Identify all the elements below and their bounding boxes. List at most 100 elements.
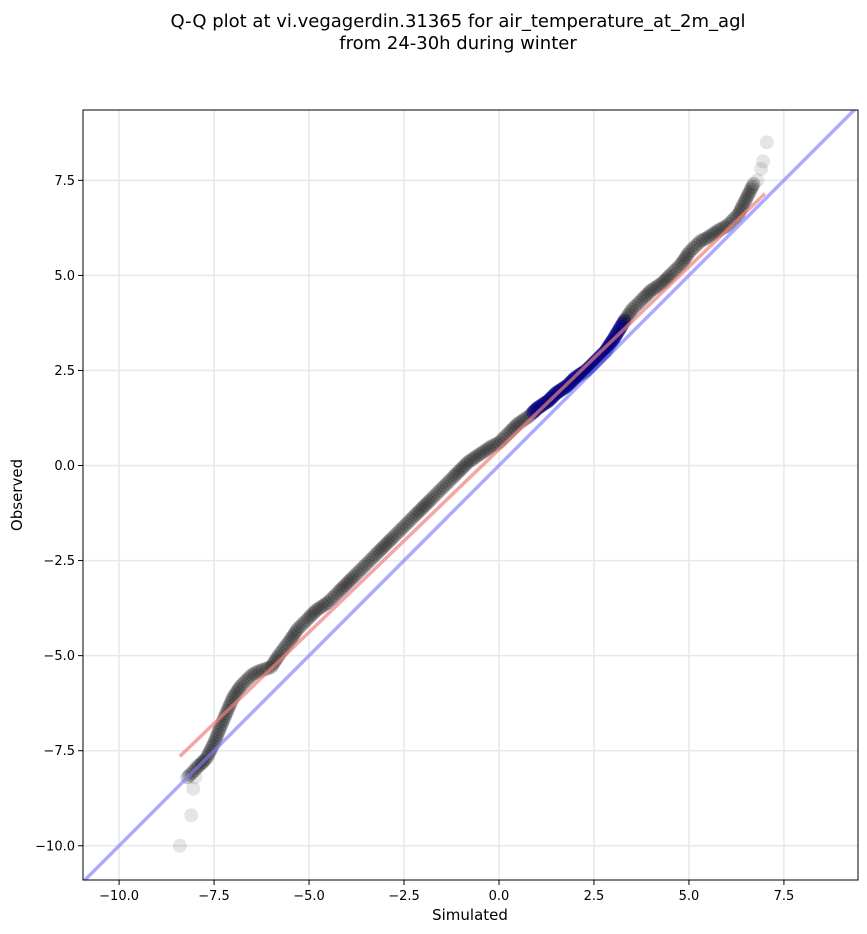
qq-point: [247, 666, 262, 681]
qq-point: [672, 259, 687, 274]
qq-point: [336, 580, 351, 595]
qq-point: [473, 447, 487, 462]
qq-point: [325, 590, 340, 605]
qq-point: [745, 179, 760, 194]
qq-point: [316, 598, 331, 613]
qq-point: [399, 517, 414, 532]
qq-point-outlier: [750, 173, 765, 188]
y-axis-ticks: −10.0 −7.5 −5.0 −2.5 0.0 2.5 5.0 7.5: [35, 174, 83, 854]
qq-point: [665, 266, 680, 281]
qq-point: [457, 458, 472, 473]
qq-point: [401, 514, 416, 529]
qq-point: [461, 454, 476, 469]
qq-point: [281, 636, 296, 650]
qq-point: [722, 216, 737, 231]
y-tick-label: 0.0: [54, 459, 75, 474]
y-axis-label: Observed: [8, 459, 26, 531]
qq-point: [686, 241, 701, 255]
qq-point: [321, 595, 335, 610]
x-tick-label: 0.0: [489, 889, 510, 904]
qq-point: [421, 494, 436, 509]
qq-point: [233, 679, 248, 694]
qq-point: [636, 291, 651, 306]
identity-line: [83, 110, 857, 880]
qq-point: [212, 722, 227, 737]
qq-point: [744, 182, 758, 197]
qq-point: [627, 300, 642, 315]
qq-point: [383, 532, 398, 547]
qq-point: [314, 600, 329, 614]
qq-point: [695, 232, 710, 247]
qq-point: [235, 676, 250, 691]
qq-point: [444, 472, 459, 487]
qq-point: [644, 283, 658, 298]
qq-point: [477, 444, 492, 459]
qq-point: [290, 622, 305, 636]
qq-point: [640, 287, 655, 302]
qq-point: [417, 498, 432, 513]
qq-point: [299, 612, 314, 627]
qq-point: [295, 617, 310, 632]
qq-point: [345, 570, 360, 585]
y-tick-label: −10.0: [35, 839, 75, 854]
qq-point: [674, 257, 689, 271]
y-tick-label: −7.5: [43, 744, 75, 759]
qq-point: [352, 564, 367, 579]
qq-point: [441, 474, 456, 489]
qq-point: [297, 615, 312, 630]
qq-point: [700, 230, 715, 245]
qq-point: [341, 574, 356, 589]
plot-frame: [82, 109, 859, 881]
qq-point: [468, 450, 483, 465]
qq-point: [363, 552, 378, 567]
plot-area: [83, 110, 857, 880]
y-tick-label: 7.5: [54, 174, 75, 189]
qq-point: [209, 730, 224, 745]
qq-point: [334, 582, 349, 597]
qq-point: [425, 490, 440, 505]
qq-point: [724, 214, 739, 229]
qq-point: [327, 588, 342, 603]
qq-point: [374, 542, 389, 557]
qq-point: [625, 302, 639, 317]
qq-point: [646, 282, 661, 297]
qq-point: [213, 719, 228, 734]
qq-point: [286, 628, 301, 643]
qq-point: [330, 586, 345, 601]
qq-point: [463, 453, 478, 468]
qq-point: [698, 231, 713, 246]
qq-point: [482, 441, 497, 455]
qq-point: [338, 578, 353, 593]
y-tick-label: −5.0: [43, 649, 75, 664]
qq-point: [688, 238, 703, 253]
qq-point: [620, 309, 635, 324]
qq-point: [370, 546, 385, 560]
x-tick-label: −10.0: [99, 889, 139, 904]
y-tick-label: −2.5: [43, 554, 75, 569]
qq-point: [307, 604, 322, 619]
qq-point: [669, 261, 684, 276]
qq-point: [653, 277, 668, 292]
qq-point: [261, 661, 276, 675]
qq-point: [450, 466, 465, 481]
qq-point: [403, 512, 418, 527]
qq-point: [737, 194, 752, 209]
qq-point: [705, 227, 720, 242]
qq-point: [459, 456, 474, 471]
y-tick-label: 2.5: [54, 364, 75, 379]
qq-point: [365, 550, 380, 565]
y-tick-label: 5.0: [54, 269, 75, 284]
qq-point: [359, 557, 373, 572]
qq-point: [448, 468, 463, 482]
chart-title-line1: Q-Q plot at vi.vegagerdin.31365 for air_…: [171, 11, 746, 32]
qq-point: [245, 667, 260, 682]
qq-point: [740, 189, 755, 204]
qq-point: [629, 298, 644, 313]
qq-point: [340, 576, 354, 591]
qq-point: [211, 725, 226, 740]
x-tick-label: −7.5: [198, 889, 230, 904]
qq-point: [361, 555, 376, 570]
qq-point: [414, 502, 429, 517]
qq-point: [746, 177, 761, 192]
qq-point: [202, 746, 216, 761]
